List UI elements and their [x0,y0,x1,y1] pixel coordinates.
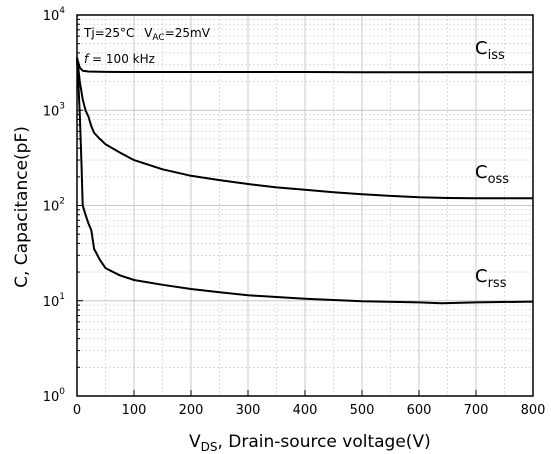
y-tick-label: 104 [43,6,66,24]
y-axis-title: C, Capacitance(pF) [12,126,32,288]
series-line-iss [76,57,534,74]
x-tick-label: 700 [464,403,489,418]
x-axis-title: VDS, Drain-source voltage(V) [189,432,431,454]
series-label-ciss: Ciss [475,38,505,63]
annotation-temp: Tj=25°C [83,26,134,40]
x-tick-label: 400 [293,403,318,418]
annotation-line-1: Tj=25°C VAC=25mV [83,26,211,43]
x-tick-label: 0 [73,403,81,418]
y-tick-label: 103 [43,101,65,119]
x-tick-labels: 0 100 200 300 400 500 600 700 800 [73,403,546,418]
series-lines [76,57,534,305]
x-tick-label: 100 [122,403,147,418]
annotation-vac-sub: AC [152,33,164,43]
series-label-coss: Coss [475,162,509,187]
annotation-f-symbol: f [84,52,90,66]
annotation-f-value: = 100 kHz [88,52,155,66]
x-tick-label: 500 [350,403,375,418]
x-tick-label: 300 [236,403,261,418]
y-tick-label: 100 [43,387,66,405]
y-tick-label: 101 [43,292,65,310]
series-line-oss [76,58,533,200]
series-line-rss [76,59,534,305]
x-tick-label: 800 [521,403,546,418]
x-tick-label: 200 [179,403,204,418]
grid [77,15,533,396]
series-label-crss: Crss [475,266,507,291]
y-tick-label: 102 [43,197,65,215]
annotation-vac-value: =25mV [165,26,211,40]
annotation-line-2: f = 100 kHz [84,52,155,66]
x-tick-label: 600 [407,403,432,418]
y-tick-labels: 100 101 102 103 104 [43,6,66,405]
annotation-vac-symbol: V [144,26,153,40]
